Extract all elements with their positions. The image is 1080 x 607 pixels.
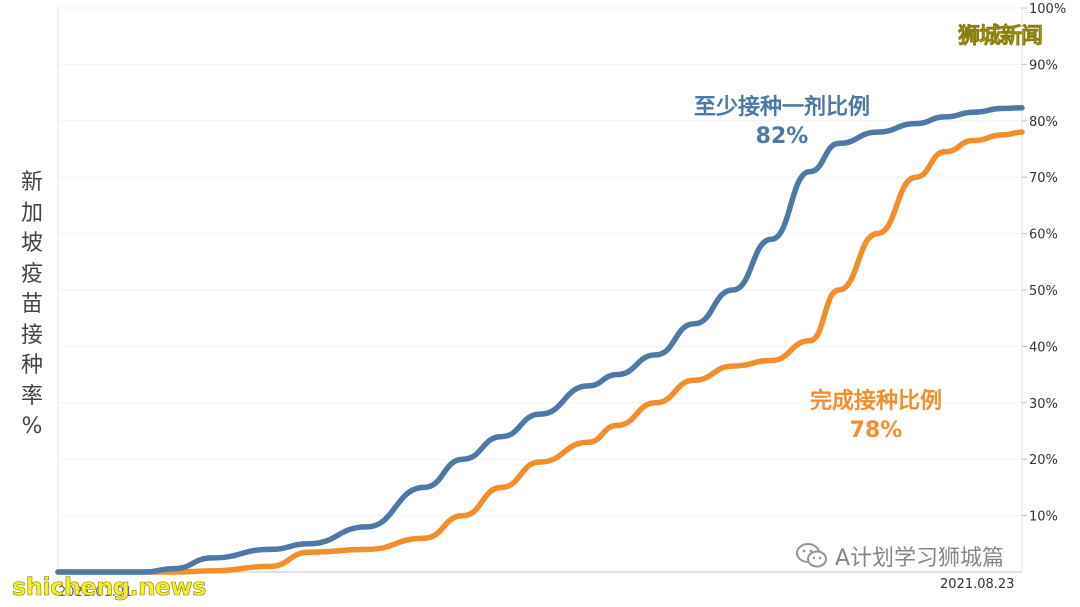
series-lines — [55, 105, 1025, 575]
watermark-bottom-left: shicheng.news — [12, 573, 207, 602]
x-tick-labels: 2021.01.01 2021.08.23 — [58, 577, 1014, 600]
series-line — [55, 129, 1025, 575]
y-axis-label-char: 苗 — [20, 292, 43, 317]
y-tick-label: 70% — [1029, 171, 1058, 186]
series-end-value-label: 82% — [756, 124, 809, 149]
series-line — [55, 105, 1025, 575]
series-name-label: 至少接种一剂比例 — [694, 94, 870, 120]
x-tick-label: 2021.01.01 — [58, 585, 132, 600]
y-axis-label-char: 新 — [20, 170, 43, 195]
y-tick-labels: 10% 20% 30% 40% 50% 60% 70% 80% 90% 100% — [1029, 2, 1066, 525]
wechat-account-name: A计划学习狮城篇 — [835, 546, 1005, 571]
y-axis-label-char: 种 — [20, 353, 43, 378]
watermark-top-right: 狮城新闻 — [958, 24, 1044, 50]
y-axis-label-char: 接 — [20, 322, 43, 348]
series-labels: 至少接种一剂比例 82% 完成接种比例 78% — [694, 94, 942, 443]
x-tick-label: 2021.08.23 — [940, 577, 1014, 592]
y-axis-label: 新加坡疫苗接种率% — [14, 168, 50, 443]
y-tick-label: 20% — [1029, 453, 1058, 468]
y-tick-label: 100% — [1029, 2, 1066, 17]
y-tick-label: 90% — [1029, 58, 1058, 73]
y-axis-label-char: 疫 — [20, 261, 43, 287]
series-name-label: 完成接种比例 — [810, 388, 942, 414]
y-tick-label: 50% — [1029, 284, 1058, 299]
y-tick-label: 80% — [1029, 115, 1058, 130]
y-axis-label-char: 坡 — [20, 231, 43, 256]
y-tick-label: 10% — [1029, 510, 1058, 525]
y-tick-label: 40% — [1029, 340, 1058, 355]
y-tick-label: 30% — [1029, 397, 1058, 412]
series-end-value-label: 78% — [850, 418, 903, 443]
wechat-watermark: A计划学习狮城篇 — [795, 540, 1004, 572]
wechat-icon — [796, 543, 827, 568]
y-axis-label-char: 率 — [20, 383, 43, 409]
y-tick-label: 60% — [1029, 228, 1058, 243]
gridlines — [58, 7, 1027, 517]
y-axis-label-char: % — [21, 414, 43, 439]
y-axis-label-char: 加 — [20, 200, 43, 226]
